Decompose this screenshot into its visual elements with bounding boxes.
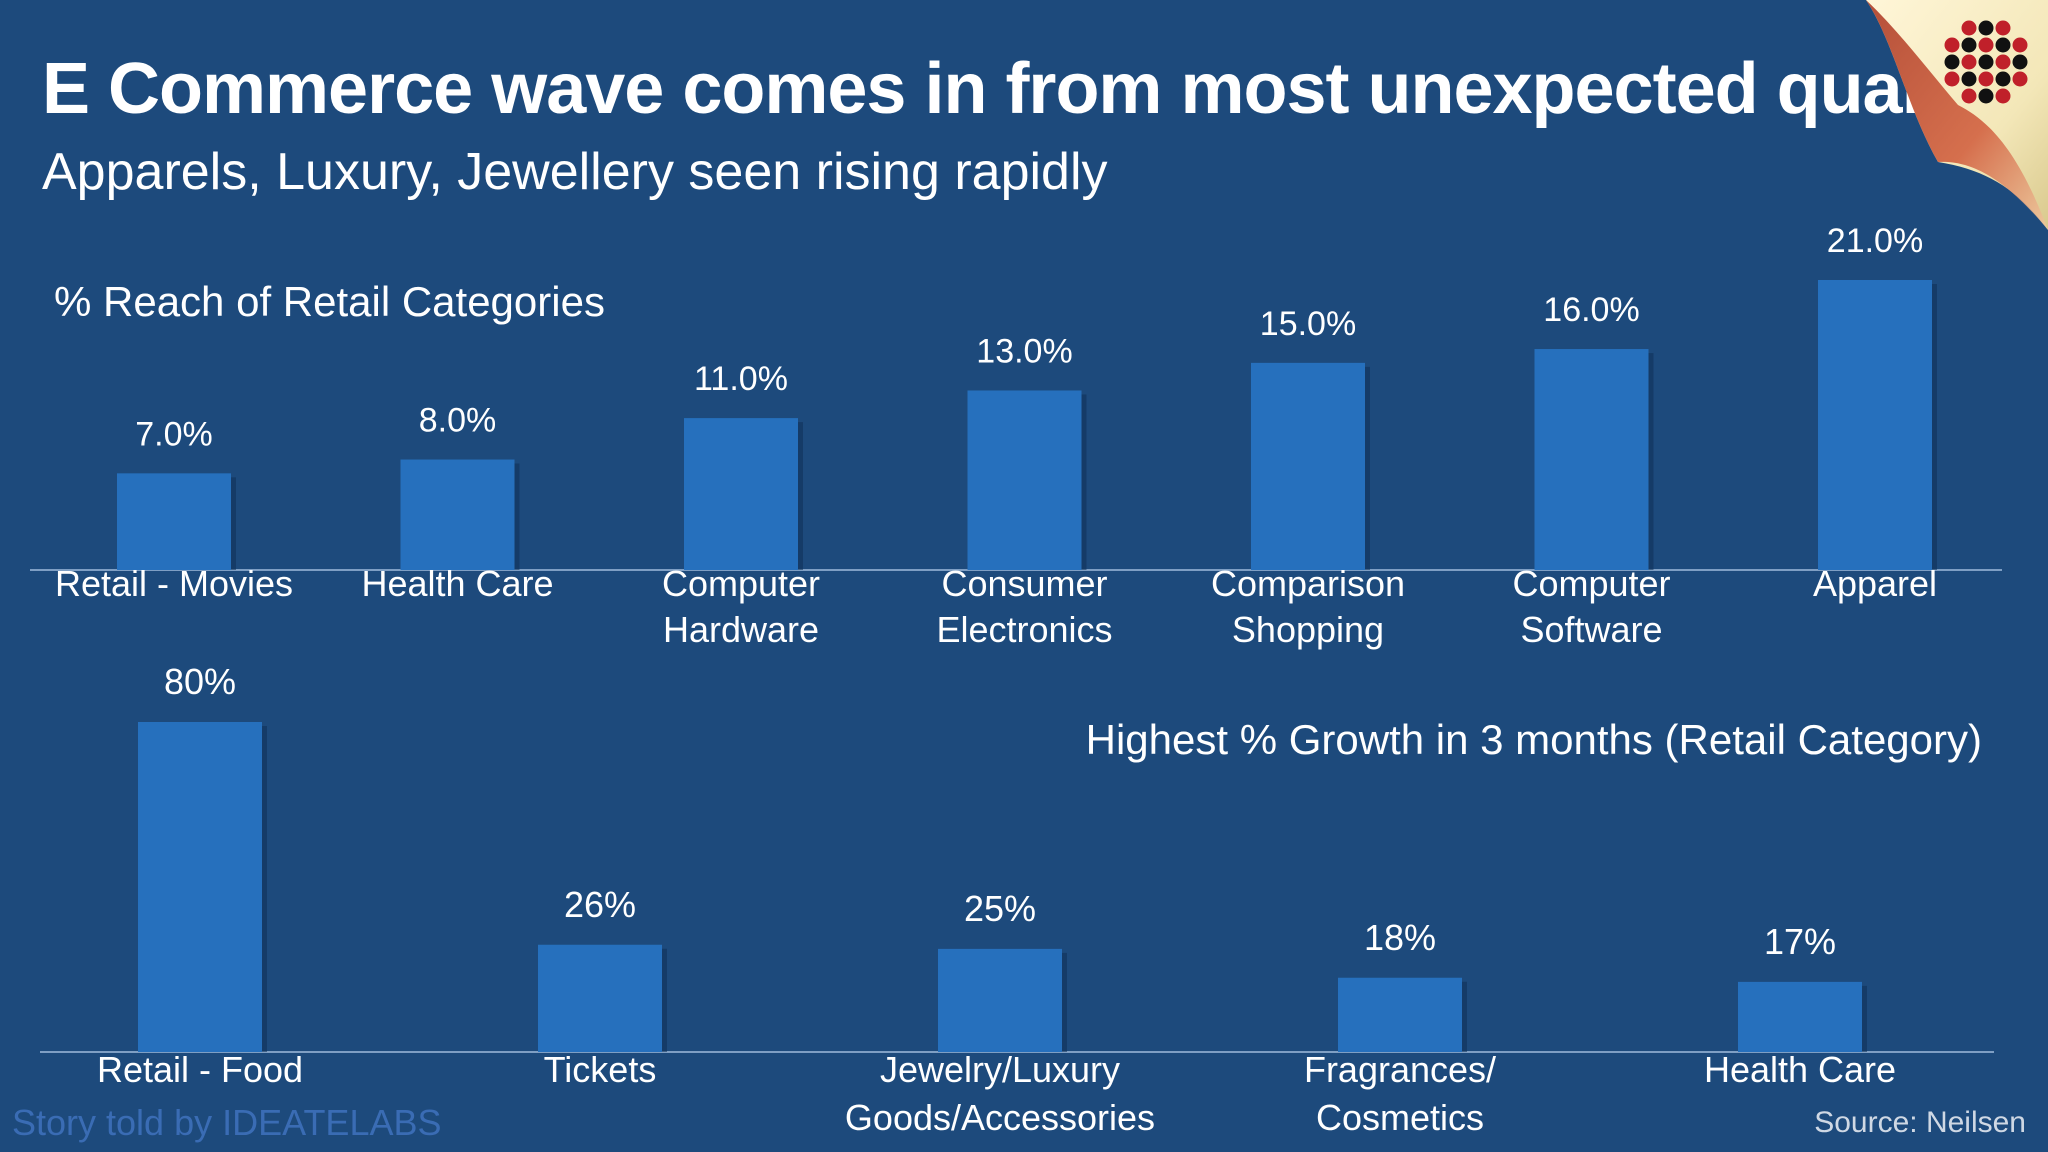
reach-data-label: 16.0% (1543, 291, 1639, 329)
logo-dot (1995, 71, 2011, 87)
growth-category-label: Health Care (1704, 1049, 1896, 1090)
growth-data-label: 25% (964, 888, 1036, 929)
reach-bar (684, 418, 798, 570)
growth-bar (138, 722, 262, 1052)
growth-chart-title: Highest % Growth in 3 months (Retail Cat… (1086, 716, 1982, 763)
logo-dot (1978, 37, 1994, 53)
reach-data-label: 7.0% (135, 415, 213, 453)
growth-category-label: Tickets (544, 1049, 657, 1090)
reach-category-label: Hardware (663, 609, 819, 650)
logo-dot (1978, 88, 1994, 104)
growth-bar (1338, 977, 1462, 1052)
logo-dot (1995, 37, 2011, 53)
reach-bar (400, 459, 515, 570)
growth-bar (938, 948, 1062, 1052)
brand-logo (1866, 0, 2048, 230)
reach-category-label: Computer (1512, 563, 1670, 604)
reach-bar (1534, 349, 1649, 570)
logo-dot (1978, 20, 1994, 36)
reach-data-label: 15.0% (1260, 305, 1356, 343)
reach-category-label: Health Care (361, 563, 553, 604)
logo-dot (1961, 71, 1977, 87)
logo-dot (1944, 71, 1960, 87)
logo-dot (2012, 54, 2028, 70)
logo-dots-icon (1944, 20, 2028, 104)
logo-dot (1995, 20, 2011, 36)
logo-dot (1944, 37, 1960, 53)
reach-data-label: 11.0% (694, 360, 788, 398)
reach-bar (1818, 280, 1932, 570)
reach-data-label: 8.0% (419, 402, 497, 440)
logo-dot (1944, 54, 1960, 70)
growth-bar (538, 944, 662, 1052)
page-title: E Commerce wave comes in from most unexp… (42, 49, 2048, 129)
reach-category-label: Comparison (1211, 563, 1405, 604)
reach-category-label: Retail - Movies (55, 563, 293, 604)
growth-data-label: 17% (1764, 921, 1836, 962)
logo-dot (1961, 37, 1977, 53)
logo-dot (1978, 54, 1994, 70)
growth-data-label: 80% (164, 661, 236, 702)
reach-data-label: 13.0% (976, 332, 1072, 370)
growth-data-label: 18% (1364, 917, 1436, 958)
reach-category-label: Consumer (941, 563, 1107, 604)
logo-dot (1995, 54, 2011, 70)
growth-category-label: Goods/Accessories (845, 1097, 1155, 1138)
growth-category-label: Cosmetics (1316, 1097, 1484, 1138)
logo-dot (2012, 37, 2028, 53)
logo-dot (1961, 54, 1977, 70)
growth-category-label: Fragrances/ (1304, 1049, 1496, 1090)
growth-category-label: Jewelry/Luxury (880, 1049, 1120, 1090)
reach-bar (967, 390, 1082, 570)
reach-chart-title: % Reach of Retail Categories (54, 278, 605, 325)
story-credit: Story told by IDEATELABS (12, 1102, 442, 1143)
reach-category-label: Apparel (1813, 563, 1937, 604)
page-subtitle: Apparels, Luxury, Jewellery seen rising … (42, 143, 1108, 201)
logo-dot (1995, 88, 2011, 104)
logo-dot (2012, 71, 2028, 87)
reach-bar (117, 473, 231, 570)
reach-category-label: Computer (662, 563, 820, 604)
growth-category-label: Retail - Food (97, 1049, 303, 1090)
reach-bar (1251, 362, 1365, 570)
reach-data-label: 21.0% (1827, 222, 1923, 260)
logo-dot (1961, 20, 1977, 36)
growth-bar (1738, 981, 1862, 1052)
growth-data-label: 26% (564, 884, 636, 925)
logo-dot (1961, 88, 1977, 104)
logo-dot (1978, 71, 1994, 87)
reach-category-label: Software (1520, 609, 1662, 650)
reach-category-label: Shopping (1232, 609, 1384, 650)
reach-category-label: Electronics (936, 609, 1112, 650)
source-note: Source: Neilsen (1814, 1106, 2026, 1139)
